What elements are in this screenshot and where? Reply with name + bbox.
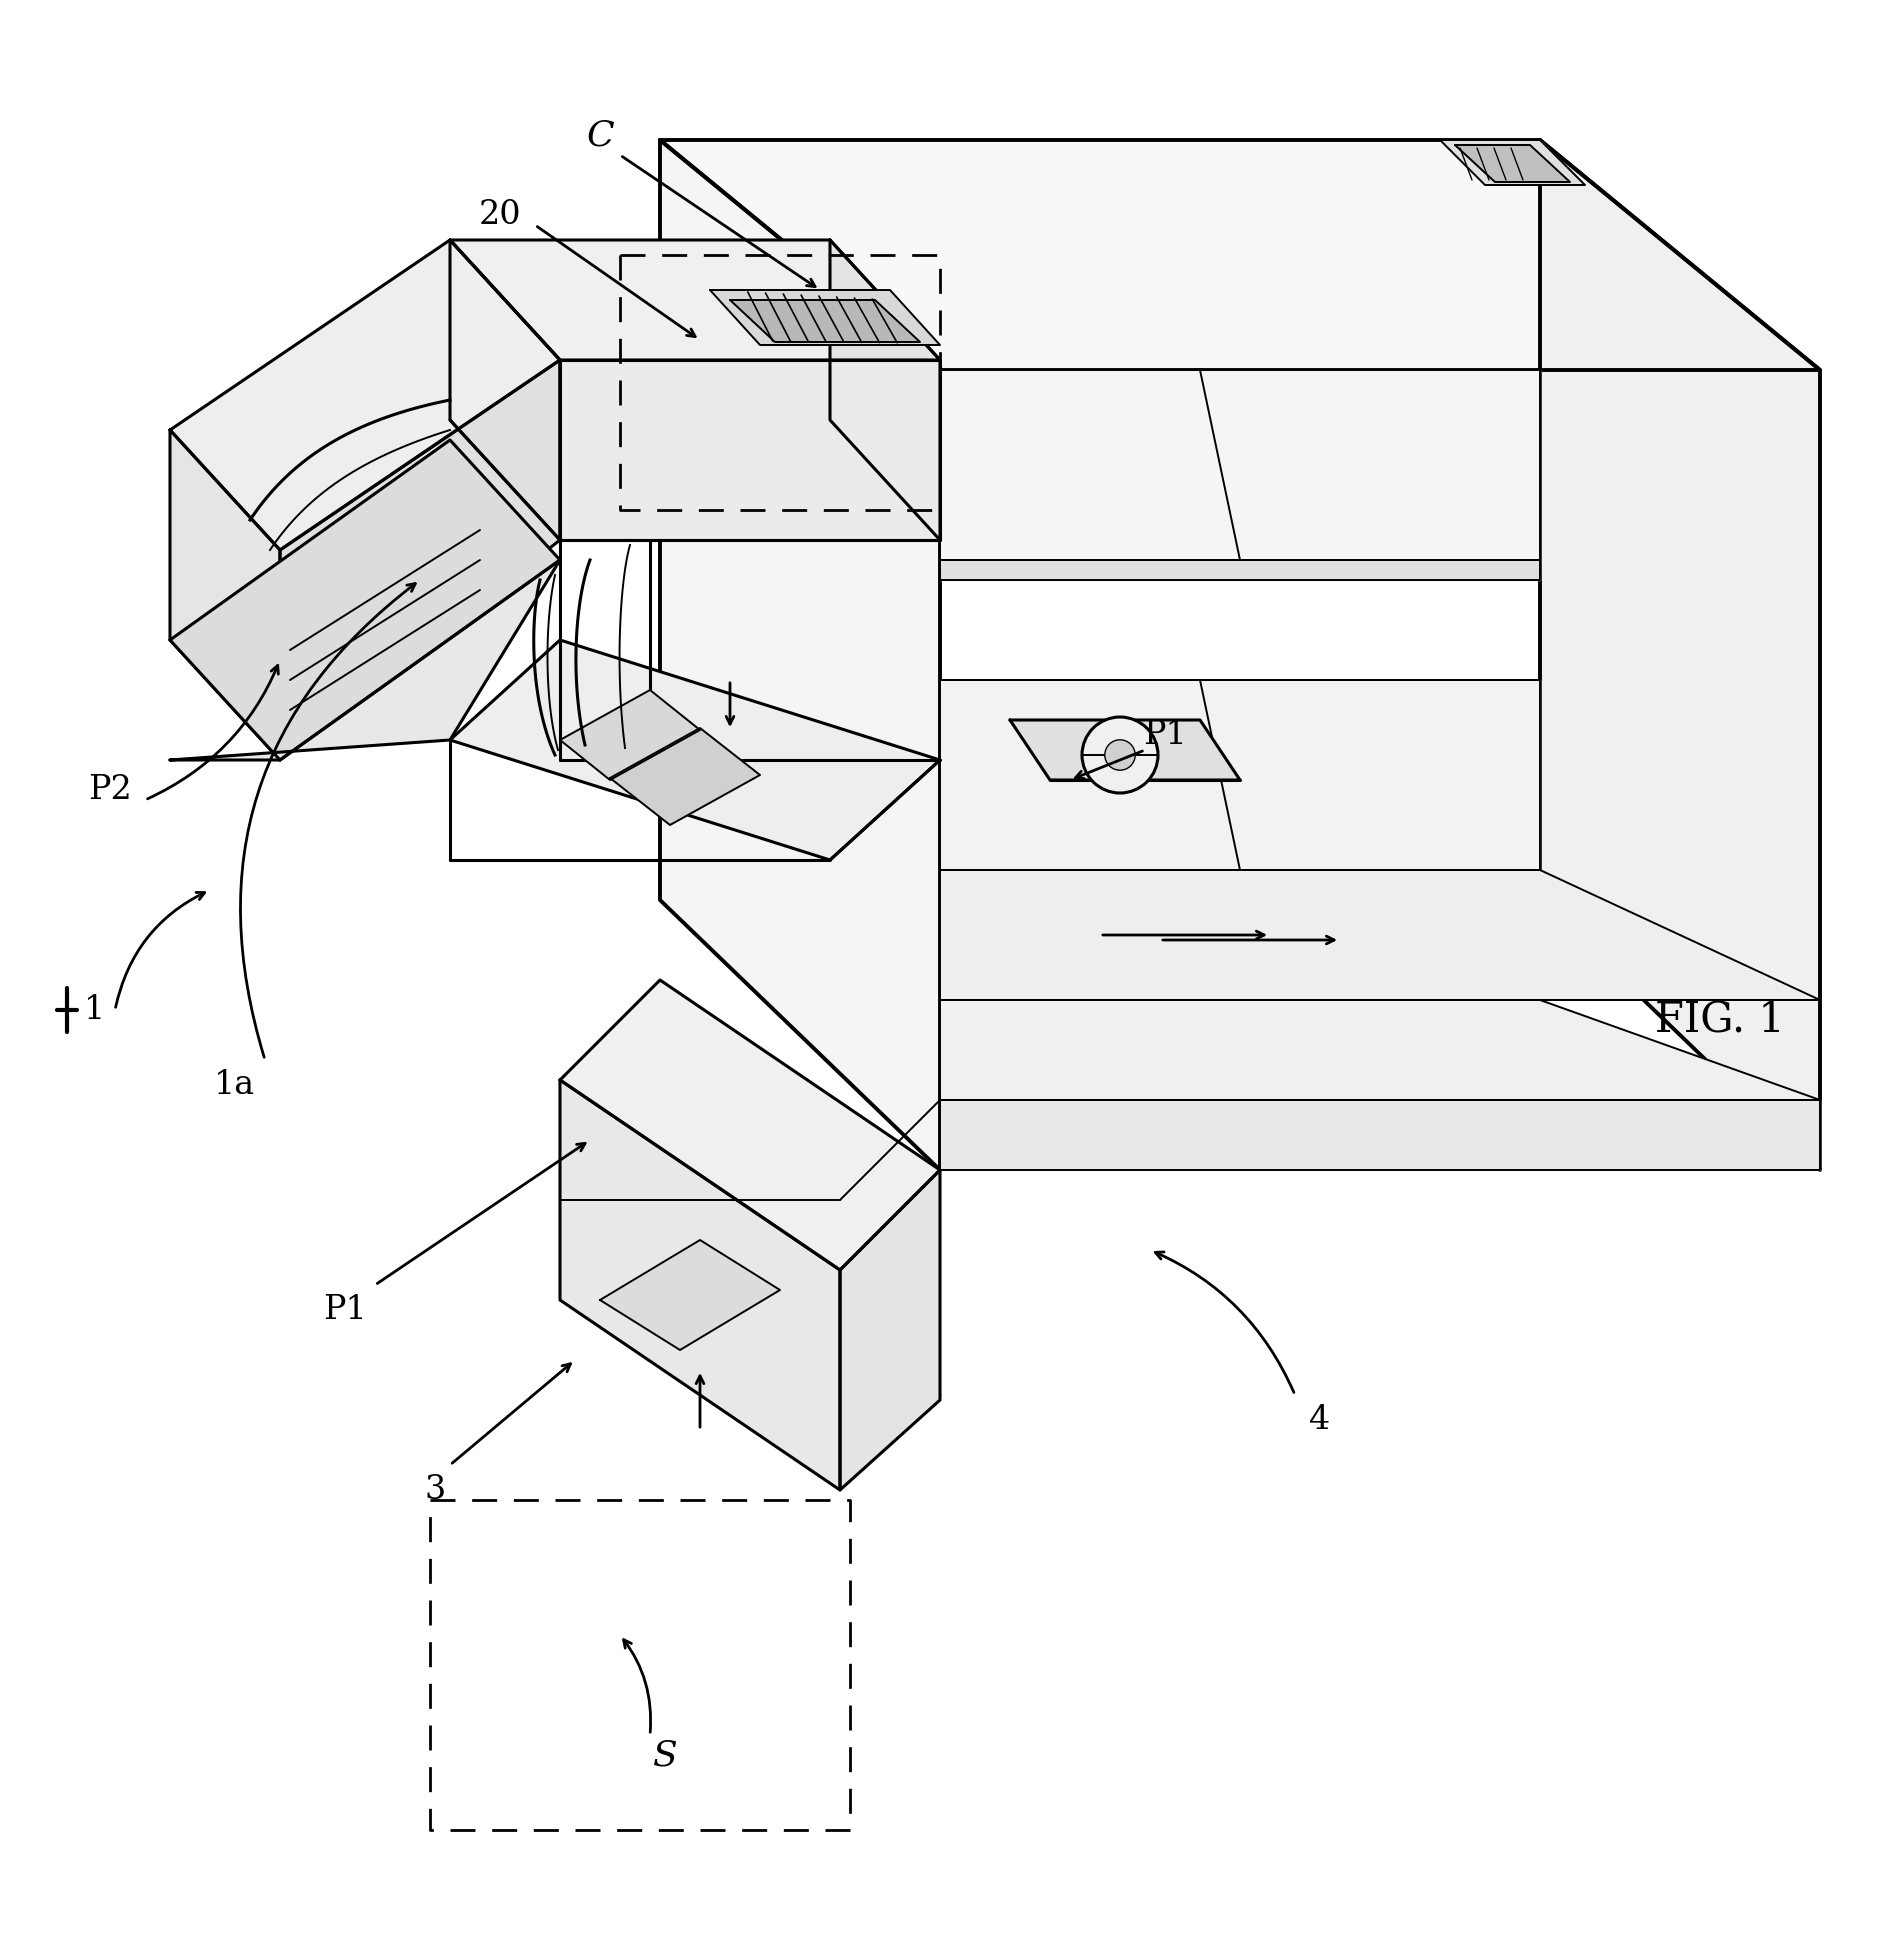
Text: 3: 3 [424, 1474, 447, 1505]
Text: P1: P1 [1144, 720, 1187, 751]
Text: S: S [652, 1739, 678, 1772]
Circle shape [1081, 718, 1159, 794]
Polygon shape [170, 430, 281, 760]
Text: 1a: 1a [215, 1070, 256, 1101]
Polygon shape [560, 1079, 840, 1490]
Polygon shape [281, 360, 560, 760]
Text: 1: 1 [85, 994, 106, 1027]
Polygon shape [940, 681, 1539, 869]
Polygon shape [560, 360, 940, 541]
Polygon shape [940, 1101, 1820, 1171]
Polygon shape [170, 560, 560, 760]
Polygon shape [1439, 140, 1584, 185]
Text: 20: 20 [479, 198, 522, 231]
Polygon shape [450, 239, 560, 541]
Polygon shape [840, 1171, 940, 1490]
Text: P1: P1 [324, 1293, 367, 1326]
Polygon shape [659, 140, 940, 1171]
Polygon shape [940, 1000, 1820, 1101]
Polygon shape [940, 869, 1820, 1000]
Polygon shape [610, 727, 759, 825]
Polygon shape [560, 980, 940, 1270]
Text: P2: P2 [89, 774, 132, 805]
Polygon shape [729, 300, 919, 342]
Polygon shape [710, 290, 940, 344]
Polygon shape [659, 140, 1820, 370]
Circle shape [1104, 739, 1136, 770]
Text: FIG. 1: FIG. 1 [1656, 1000, 1784, 1041]
Polygon shape [940, 560, 1539, 580]
Polygon shape [170, 239, 560, 550]
Polygon shape [831, 239, 940, 541]
Polygon shape [1010, 720, 1240, 780]
Text: 4: 4 [1309, 1404, 1330, 1435]
Polygon shape [1539, 140, 1820, 1171]
Polygon shape [940, 370, 1539, 560]
Polygon shape [1454, 146, 1569, 183]
Polygon shape [599, 1241, 780, 1350]
Polygon shape [450, 640, 940, 860]
Polygon shape [450, 239, 940, 360]
Polygon shape [560, 690, 701, 780]
Text: C: C [586, 119, 614, 152]
Polygon shape [170, 440, 560, 760]
